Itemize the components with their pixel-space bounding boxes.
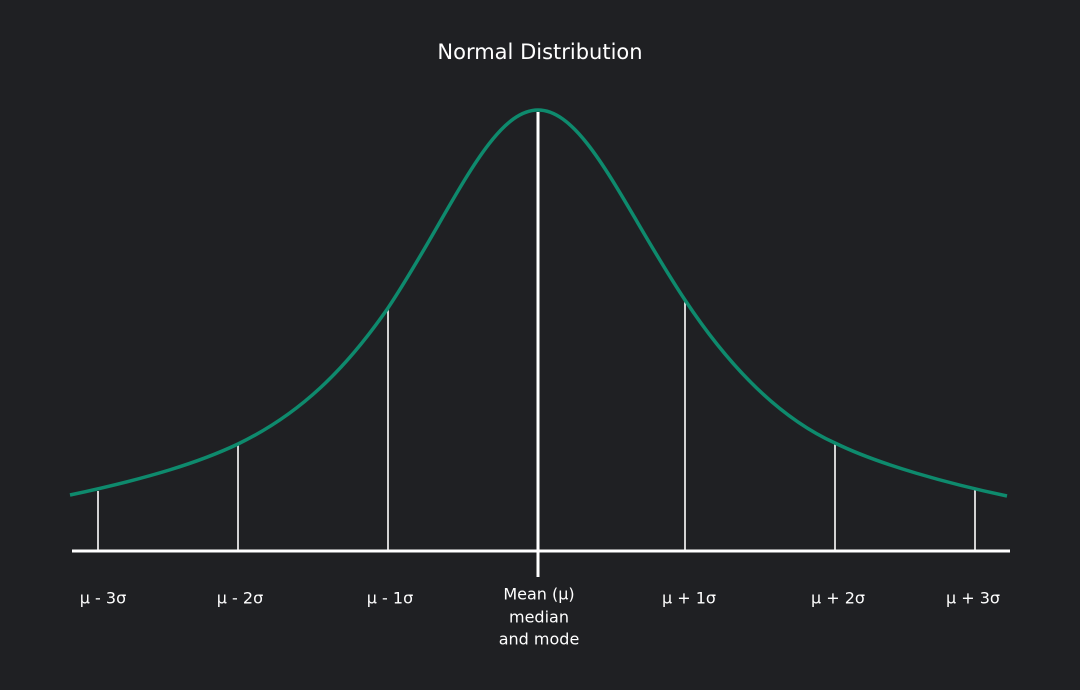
x-label: μ - 2σ <box>217 589 263 608</box>
x-label: μ + 3σ <box>946 589 1000 608</box>
mean-label: and mode <box>499 630 580 649</box>
x-label: μ - 1σ <box>367 589 413 608</box>
mean-label: median <box>509 608 569 627</box>
bell-curve <box>69 108 1008 498</box>
x-label: μ - 3σ <box>80 589 126 608</box>
title: Normal Distribution <box>437 40 642 64</box>
mean-label: Mean (μ) <box>503 585 574 604</box>
x-label: μ + 2σ <box>811 589 865 608</box>
x-label: μ + 1σ <box>662 589 716 608</box>
